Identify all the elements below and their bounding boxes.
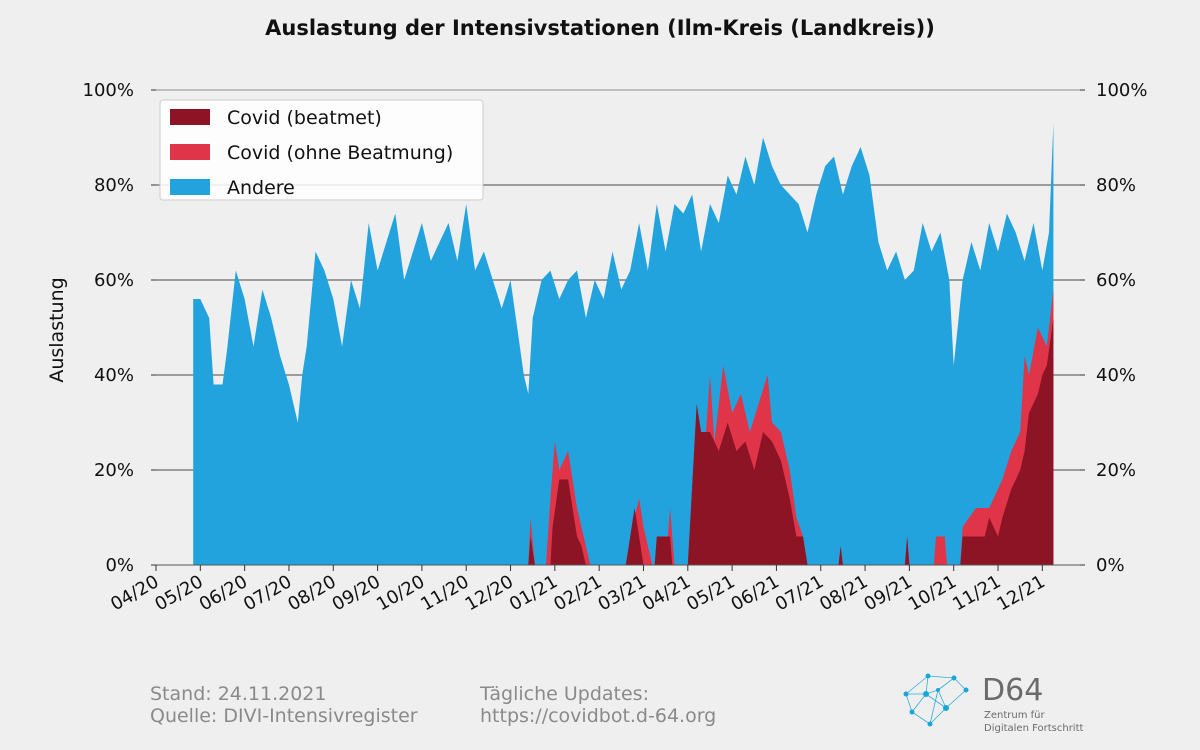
- legend-swatch: [170, 109, 210, 125]
- x-tick-label: 10/21: [905, 571, 960, 615]
- x-tick-label: 08/20: [284, 571, 339, 615]
- x-tick-label: 08/21: [816, 571, 871, 615]
- footer-updates: Tägliche Updates: https://covidbot.d-64.…: [480, 683, 716, 727]
- y-tick-label-left: 80%: [94, 175, 134, 196]
- y-axis-label: Auslastung: [46, 277, 68, 382]
- updates-link[interactable]: https://covidbot.d-64.org: [480, 705, 717, 727]
- x-tick-label: 01/21: [506, 571, 561, 615]
- chart-title: Auslastung der Intensivstationen (Ilm-Kr…: [265, 16, 935, 40]
- y-tick-label-left: 40%: [94, 365, 134, 386]
- legend-label: Covid (ohne Beatmung): [227, 142, 453, 164]
- x-tick-label: 02/21: [550, 571, 605, 615]
- x-tick-label: 04/20: [107, 571, 162, 615]
- y-tick-label-right: 100%: [1096, 80, 1147, 101]
- x-tick-label: 05/20: [151, 571, 206, 615]
- series-area-andere: [193, 123, 1054, 566]
- x-tick-label: 12/21: [993, 571, 1048, 615]
- updates-label: Tägliche Updates:: [480, 683, 649, 705]
- x-tick-label: 12/20: [462, 571, 517, 615]
- x-tick-label: 11/21: [949, 571, 1004, 615]
- x-tick-label: 03/21: [595, 571, 650, 615]
- logo-tagline-2: Digitalen Fortschritt: [984, 723, 1084, 734]
- y-tick-label-left: 0%: [105, 555, 134, 576]
- legend: Covid (beatmet) Covid (ohne Beatmung) Ande…: [159, 99, 484, 201]
- y-tick-label-left: 60%: [94, 270, 134, 291]
- plot-area: [193, 123, 1054, 566]
- logo-name: D64: [982, 673, 1043, 708]
- y-tick-label-right: 20%: [1096, 460, 1136, 481]
- legend-swatch: [170, 144, 210, 160]
- y-tick-label-right: 40%: [1096, 365, 1136, 386]
- legend-box: [159, 99, 484, 201]
- y-tick-label-right: 80%: [1096, 175, 1136, 196]
- x-tick-label: 11/20: [417, 571, 472, 615]
- y-tick-label-left: 100%: [83, 80, 134, 101]
- x-tick-label: 09/21: [860, 571, 915, 615]
- x-tick-label: 06/21: [728, 571, 783, 615]
- network-icon: [905, 675, 967, 725]
- x-tick-label: 05/21: [683, 571, 738, 615]
- stand-text: Stand: 24.11.2021: [150, 683, 327, 705]
- x-tick-label: 07/21: [772, 571, 827, 615]
- legend-label: Andere: [227, 177, 295, 199]
- series-area-covid-beatmet: [528, 318, 1054, 565]
- logo-tagline-1: Zentrum für: [984, 710, 1045, 721]
- x-tick-label: 07/20: [240, 571, 295, 615]
- x-tick-label: 06/20: [196, 571, 251, 615]
- footer-stand: Stand: 24.11.2021 Quelle: DIVI-Intensivr…: [150, 683, 418, 727]
- legend-label: Covid (beatmet): [227, 107, 382, 129]
- x-tick-label: 04/21: [639, 571, 694, 615]
- y-tick-label-right: 60%: [1096, 270, 1136, 291]
- x-tick-label: 09/20: [329, 571, 384, 615]
- d64-logo: D64 Zentrum für Digitalen Fortschritt: [903, 673, 1084, 734]
- y-tick-label-left: 20%: [94, 460, 134, 481]
- legend-swatch: [170, 179, 210, 195]
- source-text: Quelle: DIVI-Intensivregister: [150, 705, 418, 727]
- x-tick-label: 10/20: [373, 571, 428, 615]
- y-tick-label-right: 0%: [1096, 555, 1125, 576]
